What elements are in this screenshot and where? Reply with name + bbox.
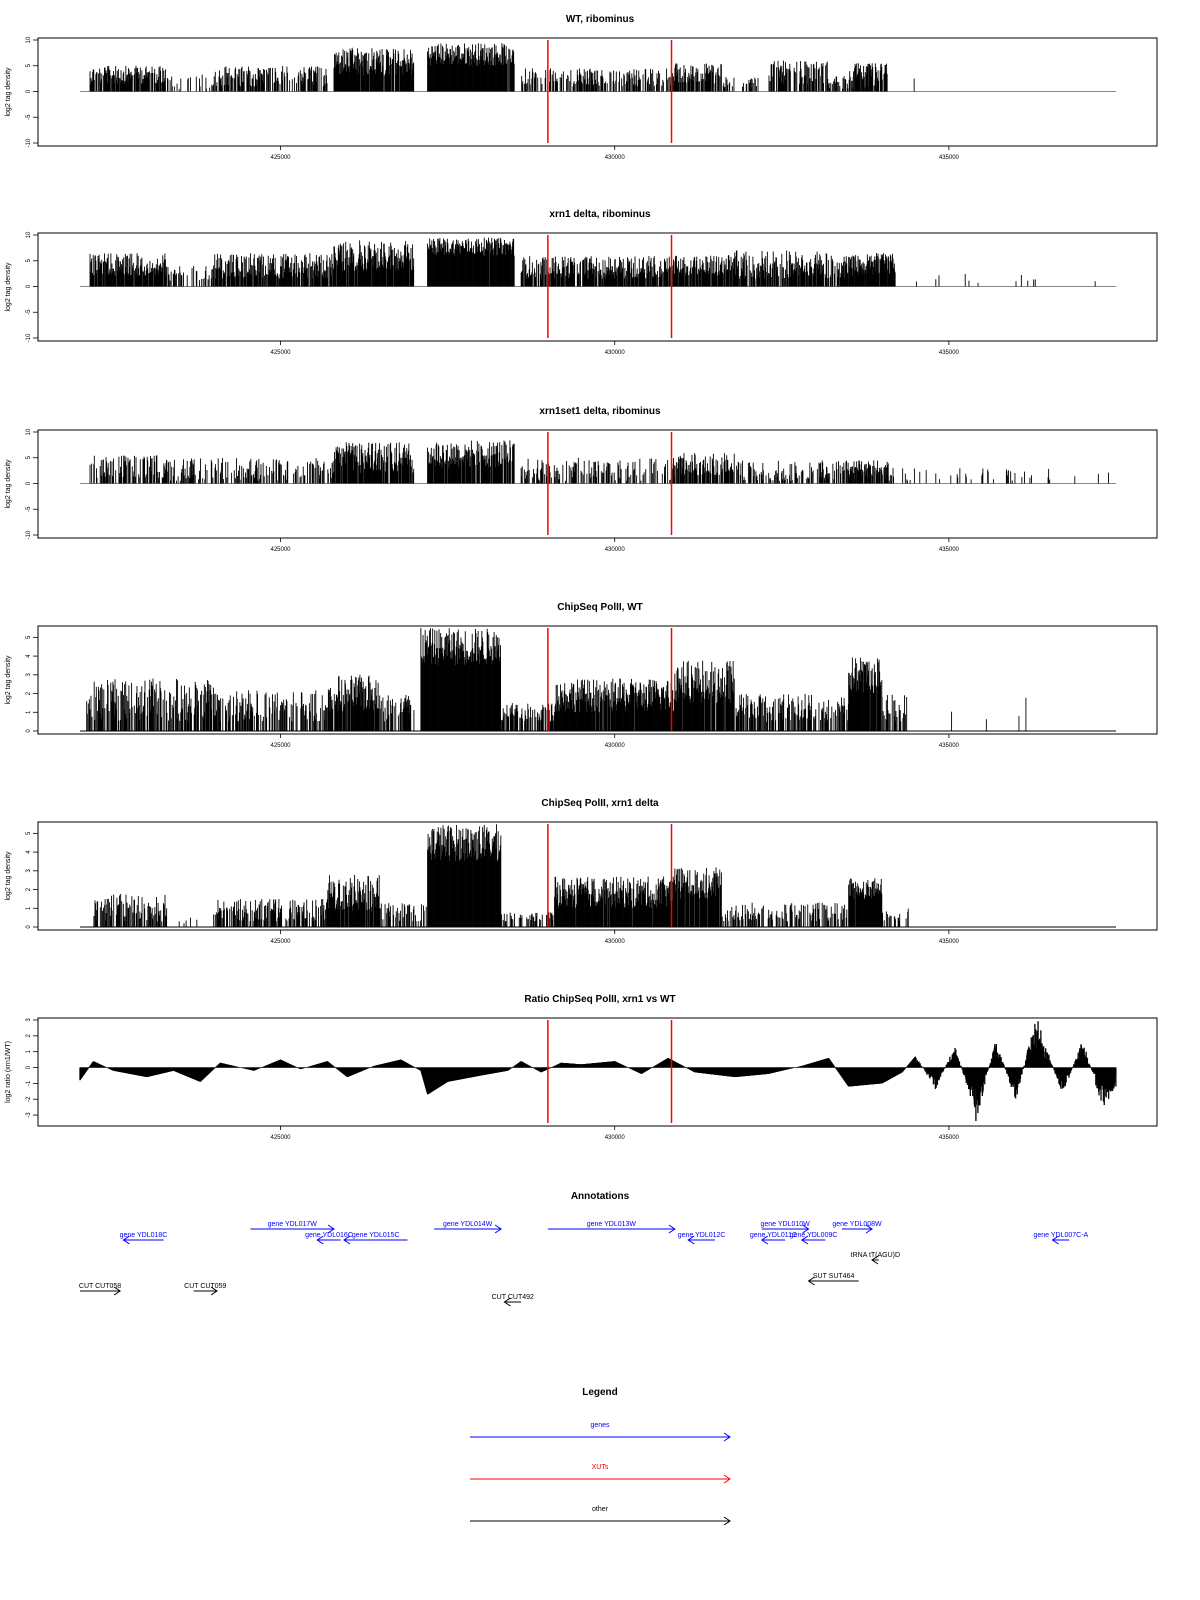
y-tick-label: 4 (26, 850, 32, 854)
y-tick-label: 10 (26, 36, 32, 43)
y-axis-label: log2 tag density (5, 655, 12, 705)
y-tick-label: 3 (26, 868, 32, 872)
x-tick-label: 425000 (271, 939, 292, 945)
y-tick-label: -5 (26, 309, 32, 315)
y-tick-label: 2 (26, 691, 32, 695)
chart-panel-1: WT, ribominus -10 -5 0 5 10 log2 tag density 42… (5, 14, 1158, 161)
y-tick-label: 0 (26, 89, 32, 93)
y-tick-label: 5 (26, 63, 32, 67)
plot-frame (37, 821, 1158, 931)
panel-title: WT, ribominus (566, 14, 635, 25)
x-tick-label: 435000 (939, 939, 960, 945)
bar-series (93, 824, 909, 927)
x-tick-label: 435000 (939, 350, 960, 356)
y-tick-label: 0 (26, 729, 32, 733)
panel-title: ChipSeq PolII, xrn1 delta (541, 798, 659, 809)
y-tick-label: 1 (26, 906, 32, 910)
y-tick-label: -10 (26, 333, 32, 342)
chart-panel-5: ChipSeq PolII, xrn1 delta 0 1 2 3 4 5 log2 tag … (5, 798, 1158, 945)
y-tick-label: 3 (26, 672, 32, 676)
x-tick-label: 430000 (605, 155, 626, 161)
y-tick-label: 0 (26, 284, 32, 288)
bar-series (89, 237, 1096, 287)
x-tick-label: 435000 (939, 743, 960, 749)
x-tick-label: 425000 (271, 743, 292, 749)
y-tick-label: -5 (26, 506, 32, 512)
y-axis-label: log2 tag density (5, 67, 12, 117)
chart-panel-2: xrn1 delta, ribominus -10 -5 0 5 10 log2 tag d… (5, 209, 1158, 356)
plot-frame (37, 429, 1158, 539)
y-tick-label: -5 (26, 114, 32, 120)
bar-series (89, 43, 915, 92)
y-tick-label: 0 (26, 925, 32, 929)
chart-panel-4: ChipSeq PolII, WT 0 1 2 3 4 5 log2 tag density 4… (5, 602, 1158, 749)
chart-panel-3: xrn1set1 delta, ribominus -10 -5 0 5 10 log2 t… (5, 406, 1158, 553)
plot-frame (37, 625, 1158, 735)
x-tick-label: 430000 (605, 547, 626, 553)
panel-title: xrn1set1 delta, ribominus (539, 406, 661, 417)
y-tick-label: 5 (26, 635, 32, 639)
panel-title: ChipSeq PolII, WT (557, 602, 643, 613)
y-axis-label: log2 tag density (5, 851, 12, 901)
y-tick-label: 5 (26, 831, 32, 835)
x-tick-label: 425000 (271, 350, 292, 356)
y-tick-label: 2 (26, 887, 32, 891)
x-tick-label: 430000 (605, 743, 626, 749)
y-axis-label: log2 tag density (5, 459, 12, 509)
x-tick-label: 435000 (939, 155, 960, 161)
y-tick-label: 10 (26, 428, 32, 435)
y-tick-label: -10 (26, 138, 32, 147)
bar-series (86, 628, 1027, 731)
panel-title: xrn1 delta, ribominus (549, 209, 651, 220)
y-tick-label: 1 (26, 710, 32, 714)
y-axis-label: log2 tag density (5, 262, 12, 312)
x-tick-label: 430000 (605, 350, 626, 356)
y-tick-label: 5 (26, 258, 32, 262)
x-tick-label: 425000 (271, 547, 292, 553)
x-tick-label: 435000 (939, 547, 960, 553)
y-tick-label: 5 (26, 455, 32, 459)
y-tick-label: 0 (26, 481, 32, 485)
bar-series (89, 440, 1109, 484)
plot-frame (37, 232, 1158, 342)
x-tick-label: 430000 (605, 939, 626, 945)
plot-frame (37, 37, 1158, 147)
y-tick-label: 4 (26, 654, 32, 658)
x-tick-label: 425000 (271, 155, 292, 161)
y-tick-label: 10 (26, 231, 32, 238)
y-tick-label: -10 (26, 530, 32, 539)
